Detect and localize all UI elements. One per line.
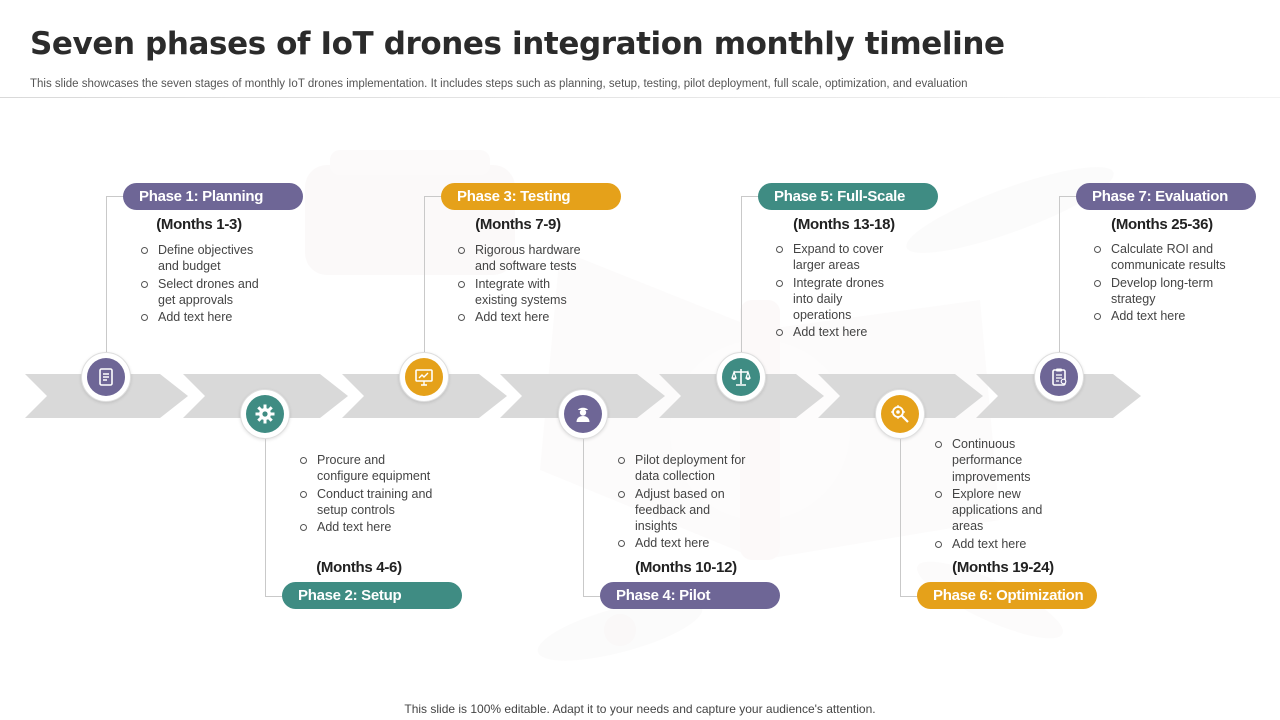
phase-6-icon-badge [875,389,925,439]
list-item: Integrate with existing systems [457,276,592,309]
phase-2-bullets: Procure and configure equipment Conduct … [299,452,434,536]
list-item: Add text here [457,309,592,325]
phase-1-icon-badge [81,352,131,402]
phase-6-months: (Months 19-24) [952,559,1054,576]
presentation-board-icon [405,358,443,396]
list-item: Continuous performance improvements [934,436,1064,485]
phase-7-connector [1059,196,1077,197]
phase-2-label: Phase 2: Setup [282,582,462,609]
phase-3-bullets: Rigorous hardware and software tests Int… [457,242,592,326]
phase-1-bullets: Define objectives and budget Select dron… [140,242,275,326]
list-item: Add text here [1093,308,1228,324]
planning-document-icon [87,358,125,396]
phase-5-bullets: Expand to cover larger areas Integrate d… [775,241,900,342]
phase-7-icon-badge [1034,352,1084,402]
phase-6-connector [900,596,918,597]
phase-4-connector [583,596,601,597]
phase-3-connector [424,196,442,197]
phase-6-label: Phase 6: Optimization [917,582,1097,609]
list-item: Add text here [299,519,434,535]
phase-3-icon-badge [399,352,449,402]
phase-5-label: Phase 5: Full-Scale [758,183,938,210]
phase-5-icon-badge [716,352,766,402]
phase-4-months: (Months 10-12) [635,559,737,576]
phase-2-icon-badge [240,389,290,439]
phase-4-label: Phase 4: Pilot [600,582,780,609]
phase-3-months: (Months 7-9) [475,216,561,233]
phase-7-months: (Months 25-36) [1111,216,1213,233]
balance-scale-icon [722,358,760,396]
list-item: Add text here [617,535,752,551]
list-item: Add text here [775,324,900,340]
list-item: Rigorous hardware and software tests [457,242,592,275]
phase-1-months: (Months 1-3) [156,216,242,233]
phase-1-label: Phase 1: Planning [123,183,303,210]
phase-4-bullets: Pilot deployment for data collection Adj… [617,452,752,553]
phase-2-months: (Months 4-6) [316,559,402,576]
list-item: Conduct training and setup controls [299,486,434,519]
page-title: Seven phases of IoT drones integration m… [30,26,1005,62]
phase-2-connector [265,596,283,597]
phase-4-connector [583,439,584,596]
gear-icon [246,395,284,433]
list-item: Add text here [140,309,275,325]
phase-1-connector [106,196,124,197]
phase-3-label: Phase 3: Testing [441,183,621,210]
phase-7-bullets: Calculate ROI and communicate results De… [1093,241,1228,325]
list-item: Adjust based on feedback and insights [617,486,752,535]
phase-5-connector [741,196,742,354]
phase-7-label: Phase 7: Evaluation [1076,183,1256,210]
list-item: Define objectives and budget [140,242,275,275]
phase-6-connector [900,439,901,596]
pilot-person-icon [564,395,602,433]
phase-3-connector [424,196,425,354]
list-item: Add text here [934,536,1064,552]
list-item: Expand to cover larger areas [775,241,900,274]
header-divider [0,97,1280,98]
list-item: Develop long-term strategy [1093,275,1228,308]
list-item: Integrate drones into daily operations [775,275,900,324]
phase-4-icon-badge [558,389,608,439]
phase-7-connector [1059,196,1060,354]
list-item: Calculate ROI and communicate results [1093,241,1228,274]
phase-2-connector [265,439,266,596]
footer-note: This slide is 100% editable. Adapt it to… [404,702,876,716]
phase-5-connector [741,196,759,197]
list-item: Procure and configure equipment [299,452,434,485]
list-item: Select drones and get approvals [140,276,275,309]
list-item: Pilot deployment for data collection [617,452,752,485]
optimization-magnifier-icon [881,395,919,433]
page-subtitle: This slide showcases the seven stages of… [30,78,968,90]
list-item: Explore new applications and areas [934,486,1064,535]
phase-5-months: (Months 13-18) [793,216,895,233]
evaluation-clipboard-icon [1040,358,1078,396]
phase-6-bullets: Continuous performance improvements Expl… [934,436,1064,553]
phase-1-connector [106,196,107,354]
